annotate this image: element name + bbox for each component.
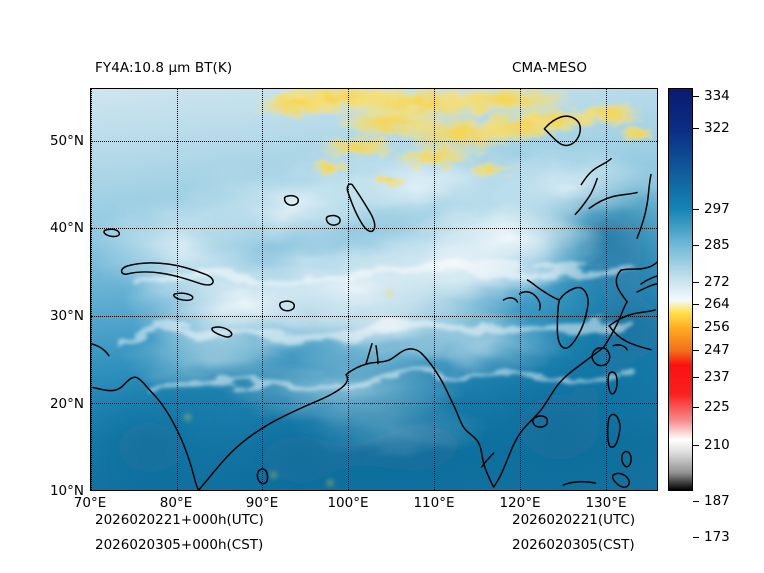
cblabel-247: 247	[704, 342, 730, 358]
xtick-label-70e: 70°E	[73, 495, 107, 511]
cbtick-285	[693, 245, 699, 246]
footer-obs-time-utc: 2026020221(UTC)	[512, 512, 636, 528]
footer-valid-time-utc: 2026020221+000h(UTC)	[95, 512, 264, 528]
cblabel-334: 334	[704, 88, 730, 104]
cblabel-264: 264	[704, 296, 730, 312]
ytick-label-20n: 20°N	[49, 396, 84, 412]
cblabel-210: 210	[704, 437, 730, 453]
cbtick-237	[693, 377, 699, 378]
cbtick-210	[693, 445, 699, 446]
xtick-label-130e: 130°E	[585, 495, 627, 511]
ytick-label-40n: 40°N	[49, 220, 84, 236]
xtick-label-100e: 100°E	[327, 495, 369, 511]
model-label: CMA-MESO	[512, 60, 588, 76]
cblabel-256: 256	[704, 319, 730, 335]
cblabel-187: 187	[704, 493, 730, 509]
cbtick-225	[693, 407, 699, 408]
cblabel-237: 237	[704, 369, 730, 385]
cblabel-285: 285	[704, 237, 730, 253]
cbtick-173	[693, 537, 699, 538]
colorbar-gradient	[668, 88, 693, 491]
cbtick-322	[693, 128, 699, 129]
ytick-label-10n: 10°N	[49, 483, 84, 499]
cbtick-187	[693, 501, 699, 502]
cbtick-272	[693, 282, 699, 283]
cblabel-297: 297	[704, 201, 730, 217]
colorbar: 334 322 297 285 272 264 256 247 237 225 …	[668, 88, 730, 545]
brightness-temperature-raster	[91, 89, 657, 490]
chart-title: FY4A:10.8 µm BT(K)	[95, 60, 233, 76]
cblabel-322: 322	[704, 120, 730, 136]
ytick-label-50n: 50°N	[49, 133, 84, 149]
cbtick-297	[693, 209, 699, 210]
cbtick-334	[693, 96, 699, 97]
cbtick-264	[693, 304, 699, 305]
xtick-label-80e: 80°E	[159, 495, 193, 511]
cblabel-173: 173	[704, 529, 730, 545]
footer-obs-time-cst: 2026020305(CST)	[512, 537, 635, 553]
cblabel-225: 225	[704, 399, 730, 415]
xtick-label-110e: 110°E	[413, 495, 455, 511]
cblabel-272: 272	[704, 274, 730, 290]
xtick-label-90e: 90°E	[245, 495, 279, 511]
cbtick-256	[693, 327, 699, 328]
cbtick-247	[693, 350, 699, 351]
footer-valid-time-cst: 2026020305+000h(CST)	[95, 537, 264, 553]
coastline-layer	[91, 115, 657, 490]
satellite-map	[90, 88, 658, 491]
map-image-clip	[91, 89, 657, 490]
xtick-label-120e: 120°E	[499, 495, 541, 511]
ytick-label-30n: 30°N	[49, 308, 84, 324]
